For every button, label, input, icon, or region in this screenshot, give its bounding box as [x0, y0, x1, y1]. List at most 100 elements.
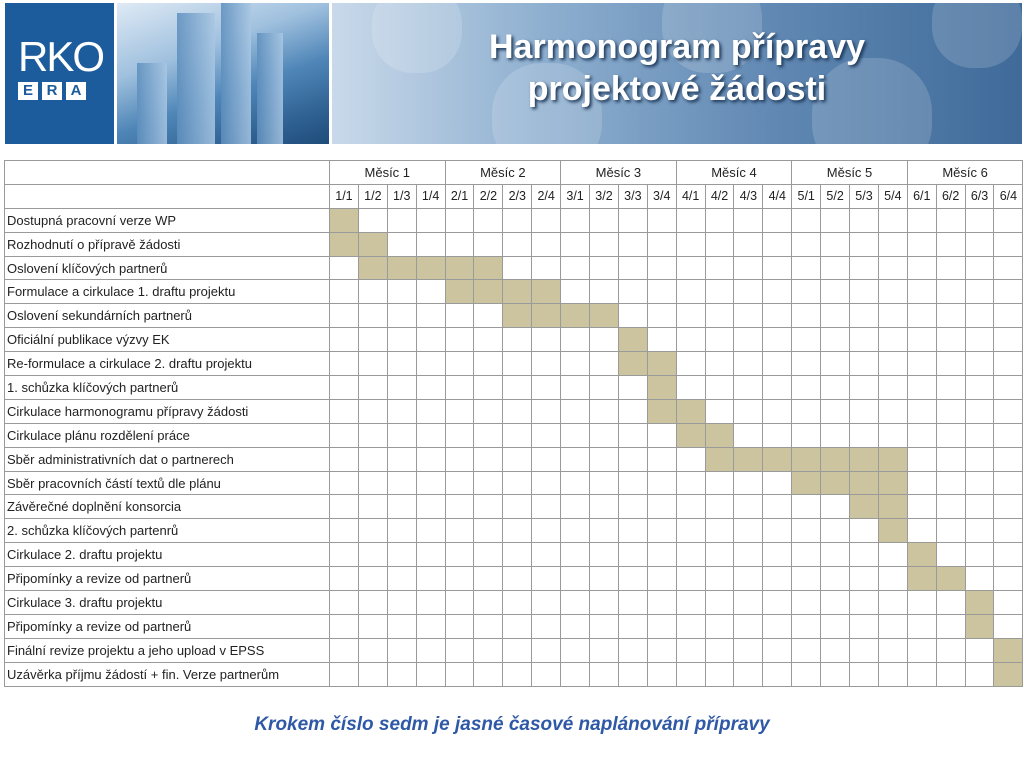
gantt-empty-cell — [560, 231, 591, 257]
gantt-bar-cell — [704, 446, 735, 472]
gantt-empty-cell — [589, 351, 619, 377]
gantt-empty-cell — [791, 637, 822, 663]
gantt-empty-cell — [357, 661, 388, 687]
gantt-empty-cell — [386, 518, 417, 544]
gantt-empty-cell — [617, 566, 648, 592]
gantt-empty-cell — [531, 637, 562, 663]
task-row: Re-formulace a cirkulace 2. draftu proje… — [4, 351, 1024, 377]
gantt-empty-cell — [964, 566, 995, 592]
gantt-empty-cell — [820, 613, 851, 639]
gantt-empty-cell — [820, 422, 851, 448]
gantt-empty-cell — [791, 613, 822, 639]
gantt-empty-cell — [502, 661, 533, 687]
gantt-empty-cell — [820, 351, 851, 377]
gantt-empty-cell — [531, 231, 562, 257]
gantt-empty-cell — [617, 375, 648, 400]
task-name: 1. schůzka klíčových partnerů — [4, 375, 330, 400]
gantt-empty-cell — [733, 207, 764, 233]
gantt-empty-cell — [906, 207, 937, 233]
gantt-bar-cell — [329, 207, 359, 233]
gantt-bar-cell — [849, 446, 879, 472]
gantt-empty-cell — [589, 422, 619, 448]
gantt-empty-cell — [704, 255, 735, 281]
gantt-empty-cell — [444, 661, 475, 687]
gantt-empty-cell — [560, 422, 591, 448]
gantt-empty-cell — [617, 207, 648, 233]
gantt-empty-cell — [906, 303, 937, 329]
gantt-empty-cell — [935, 422, 966, 448]
week-header: 4/4 — [762, 183, 793, 209]
gantt-empty-cell — [415, 422, 446, 448]
gantt-empty-cell — [444, 542, 475, 568]
gantt-empty-cell — [762, 637, 793, 663]
title-line-2: projektové žádosti — [527, 70, 827, 108]
gantt-empty-cell — [560, 470, 591, 496]
gantt-empty-cell — [646, 327, 677, 353]
gantt-empty-cell — [675, 207, 706, 233]
week-header: 3/4 — [646, 183, 677, 209]
gantt-empty-cell — [617, 231, 648, 257]
gantt-empty-cell — [386, 613, 417, 639]
gantt-empty-cell — [820, 327, 851, 353]
gantt-empty-cell — [849, 303, 879, 329]
gantt-empty-cell — [935, 351, 966, 377]
gantt-empty-cell — [675, 566, 706, 592]
gantt-empty-cell — [473, 566, 504, 592]
gantt-empty-cell — [935, 398, 966, 424]
task-row: Sběr administrativních dat o partnerech — [4, 446, 1024, 472]
gantt-empty-cell — [502, 494, 533, 520]
gantt-empty-cell — [473, 398, 504, 424]
gantt-empty-cell — [704, 470, 735, 496]
gantt-empty-cell — [993, 279, 1024, 305]
gantt-bar-cell — [444, 255, 475, 281]
gantt-bar-cell — [386, 255, 417, 281]
gantt-empty-cell — [531, 398, 562, 424]
gantt-empty-cell — [415, 398, 446, 424]
gantt-empty-cell — [531, 613, 562, 639]
gantt-empty-cell — [704, 661, 735, 687]
gantt-empty-cell — [617, 279, 648, 305]
gantt-bar-cell — [415, 255, 446, 281]
gantt-empty-cell — [357, 542, 388, 568]
gantt-empty-cell — [849, 518, 879, 544]
gantt-empty-cell — [415, 207, 446, 233]
gantt-empty-cell — [444, 494, 475, 520]
gantt-empty-cell — [733, 637, 764, 663]
task-name: Cirkulace 3. draftu projektu — [4, 590, 330, 615]
gantt-empty-cell — [964, 327, 995, 353]
gantt-empty-cell — [357, 422, 388, 448]
week-header: 6/2 — [935, 183, 966, 209]
gantt-empty-cell — [473, 637, 504, 663]
gantt-empty-cell — [531, 446, 562, 472]
task-name: Dostupná pracovní verze WP — [4, 207, 330, 233]
gantt-empty-cell — [444, 446, 475, 472]
gantt-empty-cell — [762, 470, 793, 496]
gantt-empty-cell — [329, 351, 359, 377]
gantt-empty-cell — [762, 303, 793, 329]
gantt-empty-cell — [849, 661, 879, 687]
gantt-empty-cell — [560, 398, 591, 424]
week-header: 3/1 — [560, 183, 591, 209]
gantt-empty-cell — [820, 518, 851, 544]
gantt-empty-cell — [357, 398, 388, 424]
gantt-empty-cell — [329, 518, 359, 544]
gantt-empty-cell — [733, 518, 764, 544]
task-name: Finální revize projektu a jeho upload v … — [4, 637, 330, 663]
gantt-empty-cell — [733, 613, 764, 639]
gantt-empty-cell — [357, 637, 388, 663]
gantt-bar-cell — [357, 231, 388, 257]
task-name: Oslovení sekundárních partnerů — [4, 303, 330, 329]
gantt-empty-cell — [386, 231, 417, 257]
gantt-empty-cell — [386, 637, 417, 663]
gantt-empty-cell — [617, 398, 648, 424]
gantt-empty-cell — [791, 351, 822, 377]
gantt-empty-cell — [473, 518, 504, 544]
gantt-empty-cell — [820, 303, 851, 329]
gantt-empty-cell — [993, 590, 1024, 615]
gantt-empty-cell — [415, 566, 446, 592]
gantt-empty-cell — [386, 279, 417, 305]
gantt-empty-cell — [733, 494, 764, 520]
gantt-empty-cell — [906, 446, 937, 472]
gantt-empty-cell — [646, 231, 677, 257]
gantt-empty-cell — [589, 279, 619, 305]
